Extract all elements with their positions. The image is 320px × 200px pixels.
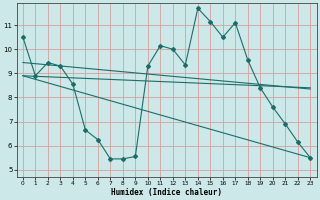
X-axis label: Humidex (Indice chaleur): Humidex (Indice chaleur) [111, 188, 222, 197]
